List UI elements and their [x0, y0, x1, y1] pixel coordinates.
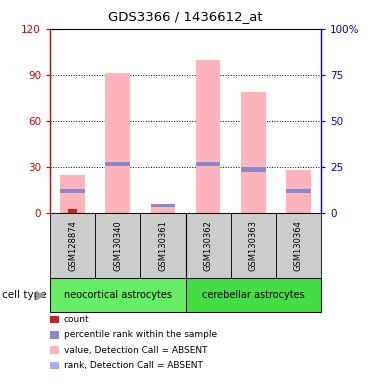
Bar	[68, 209, 77, 213]
Text: ▶: ▶	[36, 288, 46, 301]
Bar	[105, 73, 130, 213]
Text: percentile rank within the sample: percentile rank within the sample	[64, 330, 217, 339]
Text: GSM130364: GSM130364	[294, 220, 303, 271]
Bar	[140, 213, 186, 278]
Bar	[241, 92, 266, 213]
Text: neocortical astrocytes: neocortical astrocytes	[64, 290, 172, 300]
Bar	[50, 213, 95, 278]
Bar	[50, 278, 186, 312]
Text: GSM130340: GSM130340	[113, 220, 122, 271]
Bar	[196, 60, 220, 213]
Bar	[286, 189, 311, 193]
Bar	[196, 162, 220, 166]
Bar	[60, 189, 85, 193]
Bar	[231, 213, 276, 278]
Bar	[151, 204, 175, 207]
Bar	[95, 213, 140, 278]
Text: GSM130361: GSM130361	[158, 220, 167, 271]
Text: GSM130363: GSM130363	[249, 220, 258, 271]
Text: GSM130362: GSM130362	[204, 220, 213, 271]
Bar	[186, 213, 231, 278]
Bar	[276, 213, 321, 278]
Text: cell type: cell type	[2, 290, 46, 300]
Text: count: count	[64, 315, 89, 324]
Text: cerebellar astrocytes: cerebellar astrocytes	[202, 290, 305, 300]
Text: GDS3366 / 1436612_at: GDS3366 / 1436612_at	[108, 10, 263, 23]
Bar	[60, 175, 85, 213]
Bar	[241, 167, 266, 172]
Bar	[186, 278, 321, 312]
Text: value, Detection Call = ABSENT: value, Detection Call = ABSENT	[64, 346, 207, 355]
Text: rank, Detection Call = ABSENT: rank, Detection Call = ABSENT	[64, 361, 203, 370]
Bar	[105, 162, 130, 166]
Bar	[286, 170, 311, 213]
Text: GSM128874: GSM128874	[68, 220, 77, 271]
Bar	[151, 205, 175, 213]
